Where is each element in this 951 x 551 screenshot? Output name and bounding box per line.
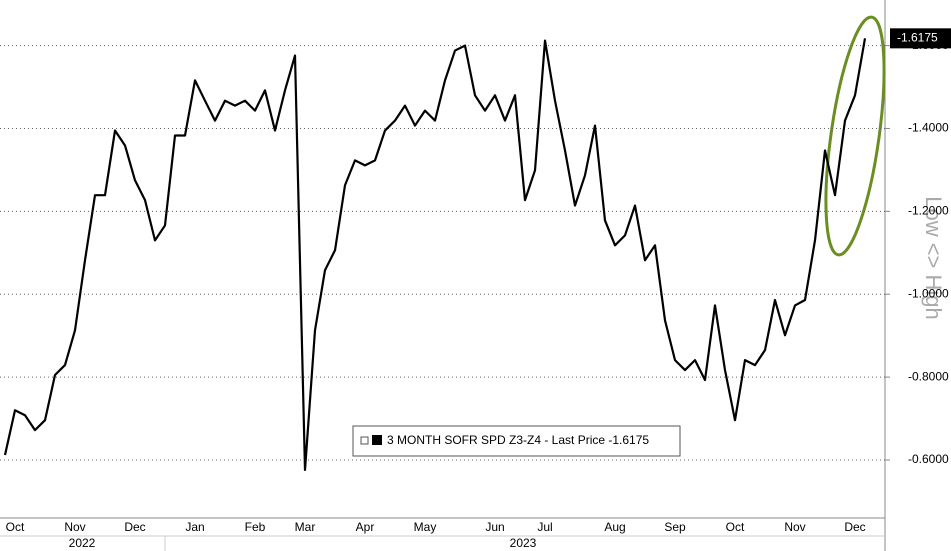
x-tick-label: Jan xyxy=(185,520,204,534)
x-tick-label: Oct xyxy=(6,520,25,534)
y-tick-label: -1.0000 xyxy=(908,286,949,300)
legend: 3 MONTH SOFR SPD Z3-Z4 - Last Price -1.6… xyxy=(352,425,681,457)
legend-label: 3 MONTH SOFR SPD Z3-Z4 - Last Price -1.6… xyxy=(387,433,649,447)
x-tick-label: May xyxy=(414,520,437,534)
y-axis-label: Low <> High xyxy=(921,196,946,320)
last-price-label: -1.6175 xyxy=(897,31,938,45)
x-tick-label: Nov xyxy=(784,520,805,534)
year-label: 2023 xyxy=(510,536,537,550)
series-line xyxy=(3,38,867,472)
x-tick-label: Dec xyxy=(844,520,865,534)
x-tick-label: Apr xyxy=(356,520,375,534)
legend-swatch xyxy=(372,435,382,445)
y-tick-label: -1.2000 xyxy=(908,204,949,218)
legend-toggle[interactable] xyxy=(360,436,369,445)
x-tick-label: Aug xyxy=(604,520,625,534)
y-tick-label: -0.6000 xyxy=(908,452,949,466)
last-price-tag xyxy=(890,28,951,49)
x-tick-label: Jun xyxy=(485,520,504,534)
x-tick-label: Mar xyxy=(295,520,316,534)
x-tick-label: Dec xyxy=(124,520,145,534)
year-label: 2022 xyxy=(69,536,96,550)
x-tick-label: Feb xyxy=(245,520,266,534)
x-tick-label: Nov xyxy=(64,520,85,534)
x-tick-label: Sep xyxy=(664,520,686,534)
x-tick-label: Oct xyxy=(726,520,745,534)
legend-box xyxy=(352,425,681,457)
highlight-ellipse xyxy=(824,15,886,257)
x-tick-label: Jul xyxy=(537,520,552,534)
y-tick-label: -1.4000 xyxy=(908,121,949,135)
y-tick-label: -0.8000 xyxy=(908,369,949,383)
